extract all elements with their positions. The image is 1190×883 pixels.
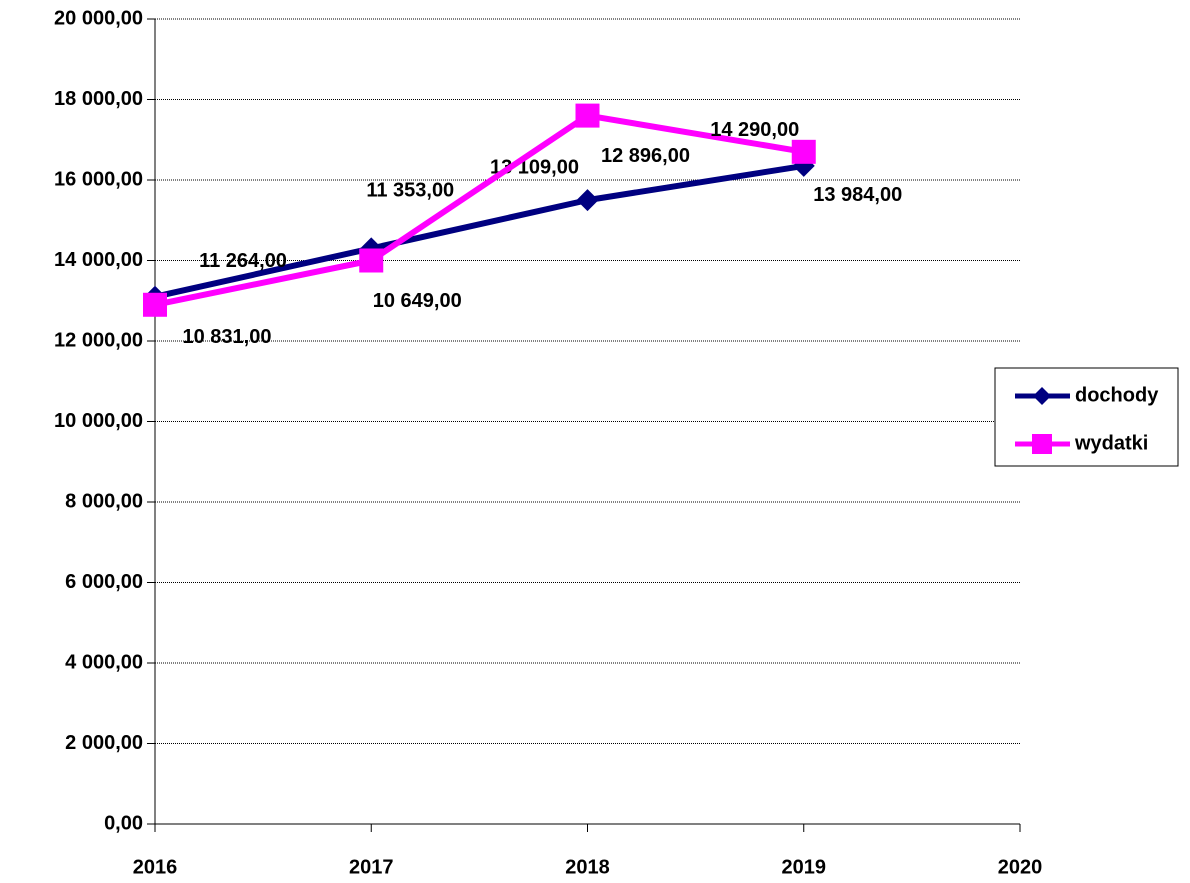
series-line: [154, 162, 805, 300]
y-tick-label: 20 000,00: [54, 7, 143, 29]
legend-box: [994, 367, 1179, 467]
y-tick-label: 6 000,00: [65, 571, 143, 593]
point-marker: [791, 139, 816, 164]
x-tick-label: 2019: [782, 856, 827, 878]
point-marker: [359, 248, 384, 273]
legend-marker: [1032, 434, 1052, 454]
legend-marker: [1033, 387, 1051, 405]
x-tick-label: 2016: [133, 856, 178, 878]
data-label: 14 290,00: [710, 119, 799, 141]
x-tick-label: 2017: [349, 856, 394, 878]
y-tick-label: 10 000,00: [54, 410, 143, 432]
y-tick-label: 0,00: [104, 812, 143, 834]
x-tick-label: 2020: [998, 856, 1043, 878]
point-marker: [576, 189, 599, 212]
series-line: [154, 112, 805, 308]
y-tick-label: 16 000,00: [54, 168, 143, 190]
data-label: 10 649,00: [373, 290, 462, 312]
y-tick-label: 8 000,00: [65, 490, 143, 512]
point-marker: [575, 103, 600, 128]
data-label: 11 353,00: [366, 180, 454, 202]
legend-label: dochody: [1075, 384, 1159, 406]
data-label: 13 109,00: [490, 156, 579, 178]
data-label: 13 984,00: [813, 184, 902, 206]
y-tick-label: 12 000,00: [54, 329, 143, 351]
x-tick-label: 2018: [565, 856, 610, 878]
data-label: 11 264,00: [199, 250, 287, 272]
y-tick-label: 18 000,00: [54, 88, 143, 110]
data-label: 12 896,00: [601, 145, 690, 167]
data-label: 10 831,00: [183, 326, 272, 348]
y-tick-label: 2 000,00: [65, 732, 143, 754]
point-marker: [143, 292, 167, 317]
y-tick-label: 4 000,00: [65, 651, 143, 673]
legend-label: wydatki: [1074, 432, 1148, 454]
y-tick-label: 14 000,00: [54, 249, 143, 271]
